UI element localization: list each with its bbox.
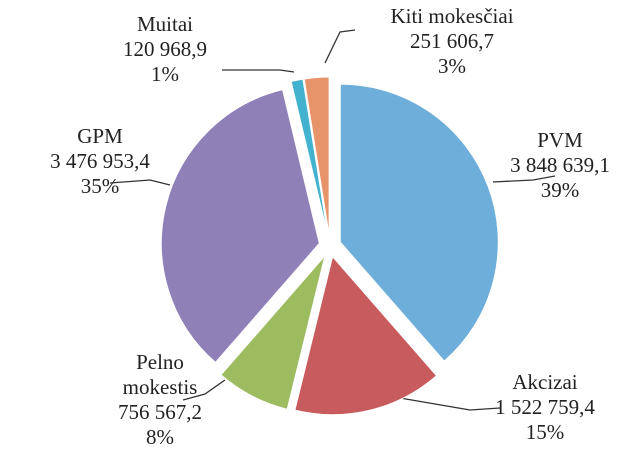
- category-label: Akcizai: [512, 370, 578, 394]
- pie-slice: [220, 255, 326, 410]
- leader-line: [222, 69, 295, 73]
- category-label: Muitai: [137, 12, 193, 36]
- leader-line: [324, 29, 356, 64]
- pie-slice: [294, 255, 438, 416]
- pie-slice: [339, 83, 499, 362]
- value-label: 756 567,2: [118, 400, 202, 424]
- category-label: Pelno mokestis: [122, 350, 198, 399]
- leader-line: [109, 179, 171, 186]
- slice-label: Pelno mokestis 756 567,2 8%: [100, 350, 220, 450]
- slice-label: Akcizai 1 522 759,4 15%: [470, 370, 620, 445]
- leader-line: [492, 175, 556, 183]
- slice-label: GPM 3 476 953,4 35%: [5, 124, 195, 199]
- percent-label: 8%: [146, 425, 174, 449]
- percent-label: 15%: [525, 420, 565, 444]
- value-label: 251 606,7: [410, 29, 494, 53]
- value-label: 3 848 639,1: [510, 153, 610, 177]
- slice-label: Kiti mokesčiai 251 606,7 3%: [352, 4, 552, 79]
- value-label: 3 476 953,4: [50, 149, 150, 173]
- slice-label: PVM 3 848 639,1 39%: [495, 128, 625, 203]
- slice-label: Muitai 120 968,9 1%: [100, 12, 230, 87]
- value-label: 120 968,9: [123, 37, 207, 61]
- category-label: GPM: [77, 124, 123, 148]
- pie-slice: [290, 78, 329, 236]
- percent-label: 1%: [151, 62, 179, 86]
- percent-label: 3%: [438, 54, 466, 78]
- pie-slice: [160, 89, 320, 364]
- leader-line: [182, 379, 226, 401]
- leader-line: [399, 397, 501, 411]
- value-label: 1 522 759,4: [495, 395, 595, 419]
- pie-slice: [303, 76, 330, 236]
- category-label: PVM: [537, 128, 583, 152]
- percent-label: 35%: [80, 174, 120, 198]
- percent-label: 39%: [540, 178, 580, 202]
- category-label: Kiti mokesčiai: [390, 4, 514, 28]
